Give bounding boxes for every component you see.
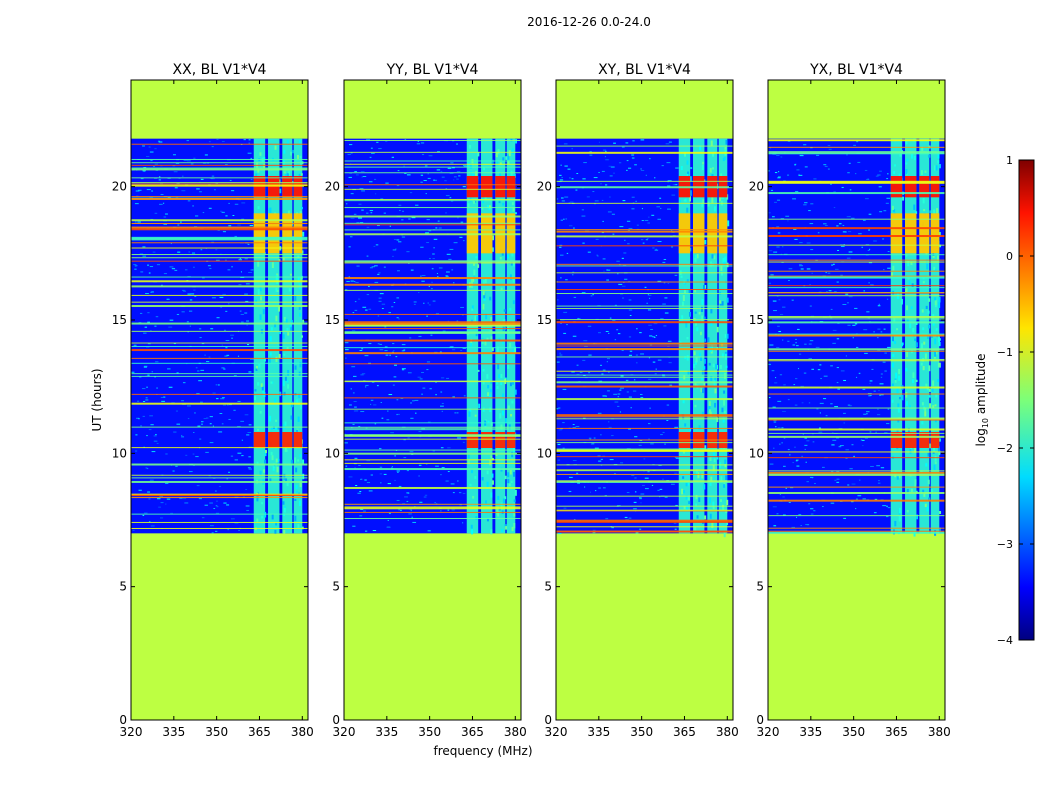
colorbar-tick-label: 1 (1006, 154, 1013, 167)
x-tick-label: 320 (120, 725, 143, 739)
y-ticks: 0 5 10 15 20 (537, 180, 733, 727)
y-tick-label: 0 (544, 713, 552, 727)
colorbar-label: log10 amplitude (974, 354, 990, 447)
x-tick-label: 365 (673, 725, 696, 739)
plot-frame (767, 79, 946, 721)
panel-2: YY, BL V1*V4 320 335 350 365 380 0 5 10 15 20 (325, 62, 527, 739)
colorbar-gradient (1018, 159, 1035, 641)
y-tick-label: 20 (325, 180, 340, 194)
x-tick-label: 320 (545, 725, 568, 739)
colorbar-label-subscript: 10 (981, 418, 990, 428)
x-axis-label: frequency (MHz) (433, 744, 532, 758)
y-ticks: 0 5 10 15 20 (325, 180, 521, 727)
x-tick-label: 350 (842, 725, 865, 739)
colorbar-label-main: log (974, 428, 988, 446)
y-tick-label: 15 (749, 313, 764, 327)
x-tick-label: 380 (928, 725, 951, 739)
plot-frame (555, 79, 734, 721)
x-tick-label: 365 (248, 725, 271, 739)
panel-title: XX, BL V1*V4 (173, 62, 267, 78)
rfi-band (890, 138, 942, 537)
x-tick-label: 380 (716, 725, 739, 739)
noise-texture (768, 139, 891, 534)
colorbar-ticks: 1 0 −1 −2 −3 −4 (997, 154, 1034, 647)
panel-title: XY, BL V1*V4 (598, 62, 691, 78)
colorbar-tick-label: 0 (1006, 250, 1013, 263)
rfi-band (678, 138, 730, 538)
panel-4: YX, BL V1*V4 320 335 350 365 380 0 5 10 15 20 (749, 62, 951, 739)
y-tick-label: 0 (332, 713, 340, 727)
y-tick-label: 10 (325, 446, 340, 460)
x-tick-label: 335 (799, 725, 822, 739)
y-tick-label: 15 (537, 313, 552, 327)
y-tick-label: 20 (537, 180, 552, 194)
colorbar: 10−1−2−3−4 log10 amplitude (974, 154, 1035, 647)
x-tick-label: 320 (757, 725, 780, 739)
panel-3: XY, BL V1*V4 320 335 350 365 380 0 5 10 15 20 (537, 62, 739, 739)
plot-frame (130, 79, 309, 721)
x-ticks: 320 335 350 365 380 (120, 80, 314, 739)
y-tick-label: 5 (332, 580, 340, 594)
y-tick-label: 10 (749, 446, 764, 460)
colorbar-tick-label: −4 (997, 634, 1013, 647)
time-flag-lines (131, 143, 308, 529)
figure-suptitle: 2016-12-26 0.0-24.0 (527, 15, 651, 29)
y-ticks: 0 5 10 15 20 (112, 180, 308, 727)
rfi-band (466, 138, 518, 535)
panel-1: XX, BL V1*V4 320 335 350 365 380 0 5 10 15 20 (112, 62, 314, 739)
x-ticks: 320 335 350 365 380 (333, 80, 527, 739)
y-tick-label: 10 (537, 446, 552, 460)
y-axis-label: UT (hours) (90, 368, 104, 431)
x-tick-label: 335 (375, 725, 398, 739)
y-tick-label: 15 (325, 313, 340, 327)
colorbar-tick-label: −1 (997, 346, 1013, 359)
y-tick-label: 5 (756, 580, 764, 594)
x-ticks: 320 335 350 365 380 (757, 80, 951, 739)
y-tick-label: 5 (544, 580, 552, 594)
noise-texture (556, 139, 680, 535)
y-tick-label: 20 (749, 180, 764, 194)
y-tick-label: 20 (112, 180, 127, 194)
x-tick-label: 350 (205, 725, 228, 739)
x-tick-label: 380 (504, 725, 527, 739)
noise-texture (131, 138, 254, 534)
y-tick-label: 15 (112, 313, 127, 327)
x-tick-label: 380 (291, 725, 314, 739)
time-flag-lines (556, 145, 733, 533)
colorbar-tick-label: −2 (997, 442, 1013, 455)
x-tick-label: 350 (418, 725, 441, 739)
y-tick-label: 0 (119, 713, 127, 727)
observed-spectrum (344, 138, 521, 534)
colorbar-tick-label: −3 (997, 538, 1013, 551)
time-flag-lines (768, 139, 945, 534)
x-tick-label: 335 (587, 725, 610, 739)
y-ticks: 0 5 10 15 20 (749, 180, 945, 727)
time-flag-lines (344, 139, 521, 519)
x-tick-label: 350 (630, 725, 653, 739)
panel-title: YY, BL V1*V4 (386, 62, 479, 78)
x-tick-label: 320 (333, 725, 356, 739)
x-tick-label: 335 (162, 725, 185, 739)
plot-frame (343, 79, 522, 721)
y-tick-label: 5 (119, 580, 127, 594)
y-tick-label: 0 (756, 713, 764, 727)
x-ticks: 320 335 350 365 380 (545, 80, 739, 739)
y-tick-label: 10 (112, 446, 127, 460)
x-tick-label: 365 (461, 725, 484, 739)
x-tick-label: 365 (885, 725, 908, 739)
panel-title: YX, BL V1*V4 (809, 62, 903, 78)
colorbar-label-rest: amplitude (974, 354, 988, 418)
